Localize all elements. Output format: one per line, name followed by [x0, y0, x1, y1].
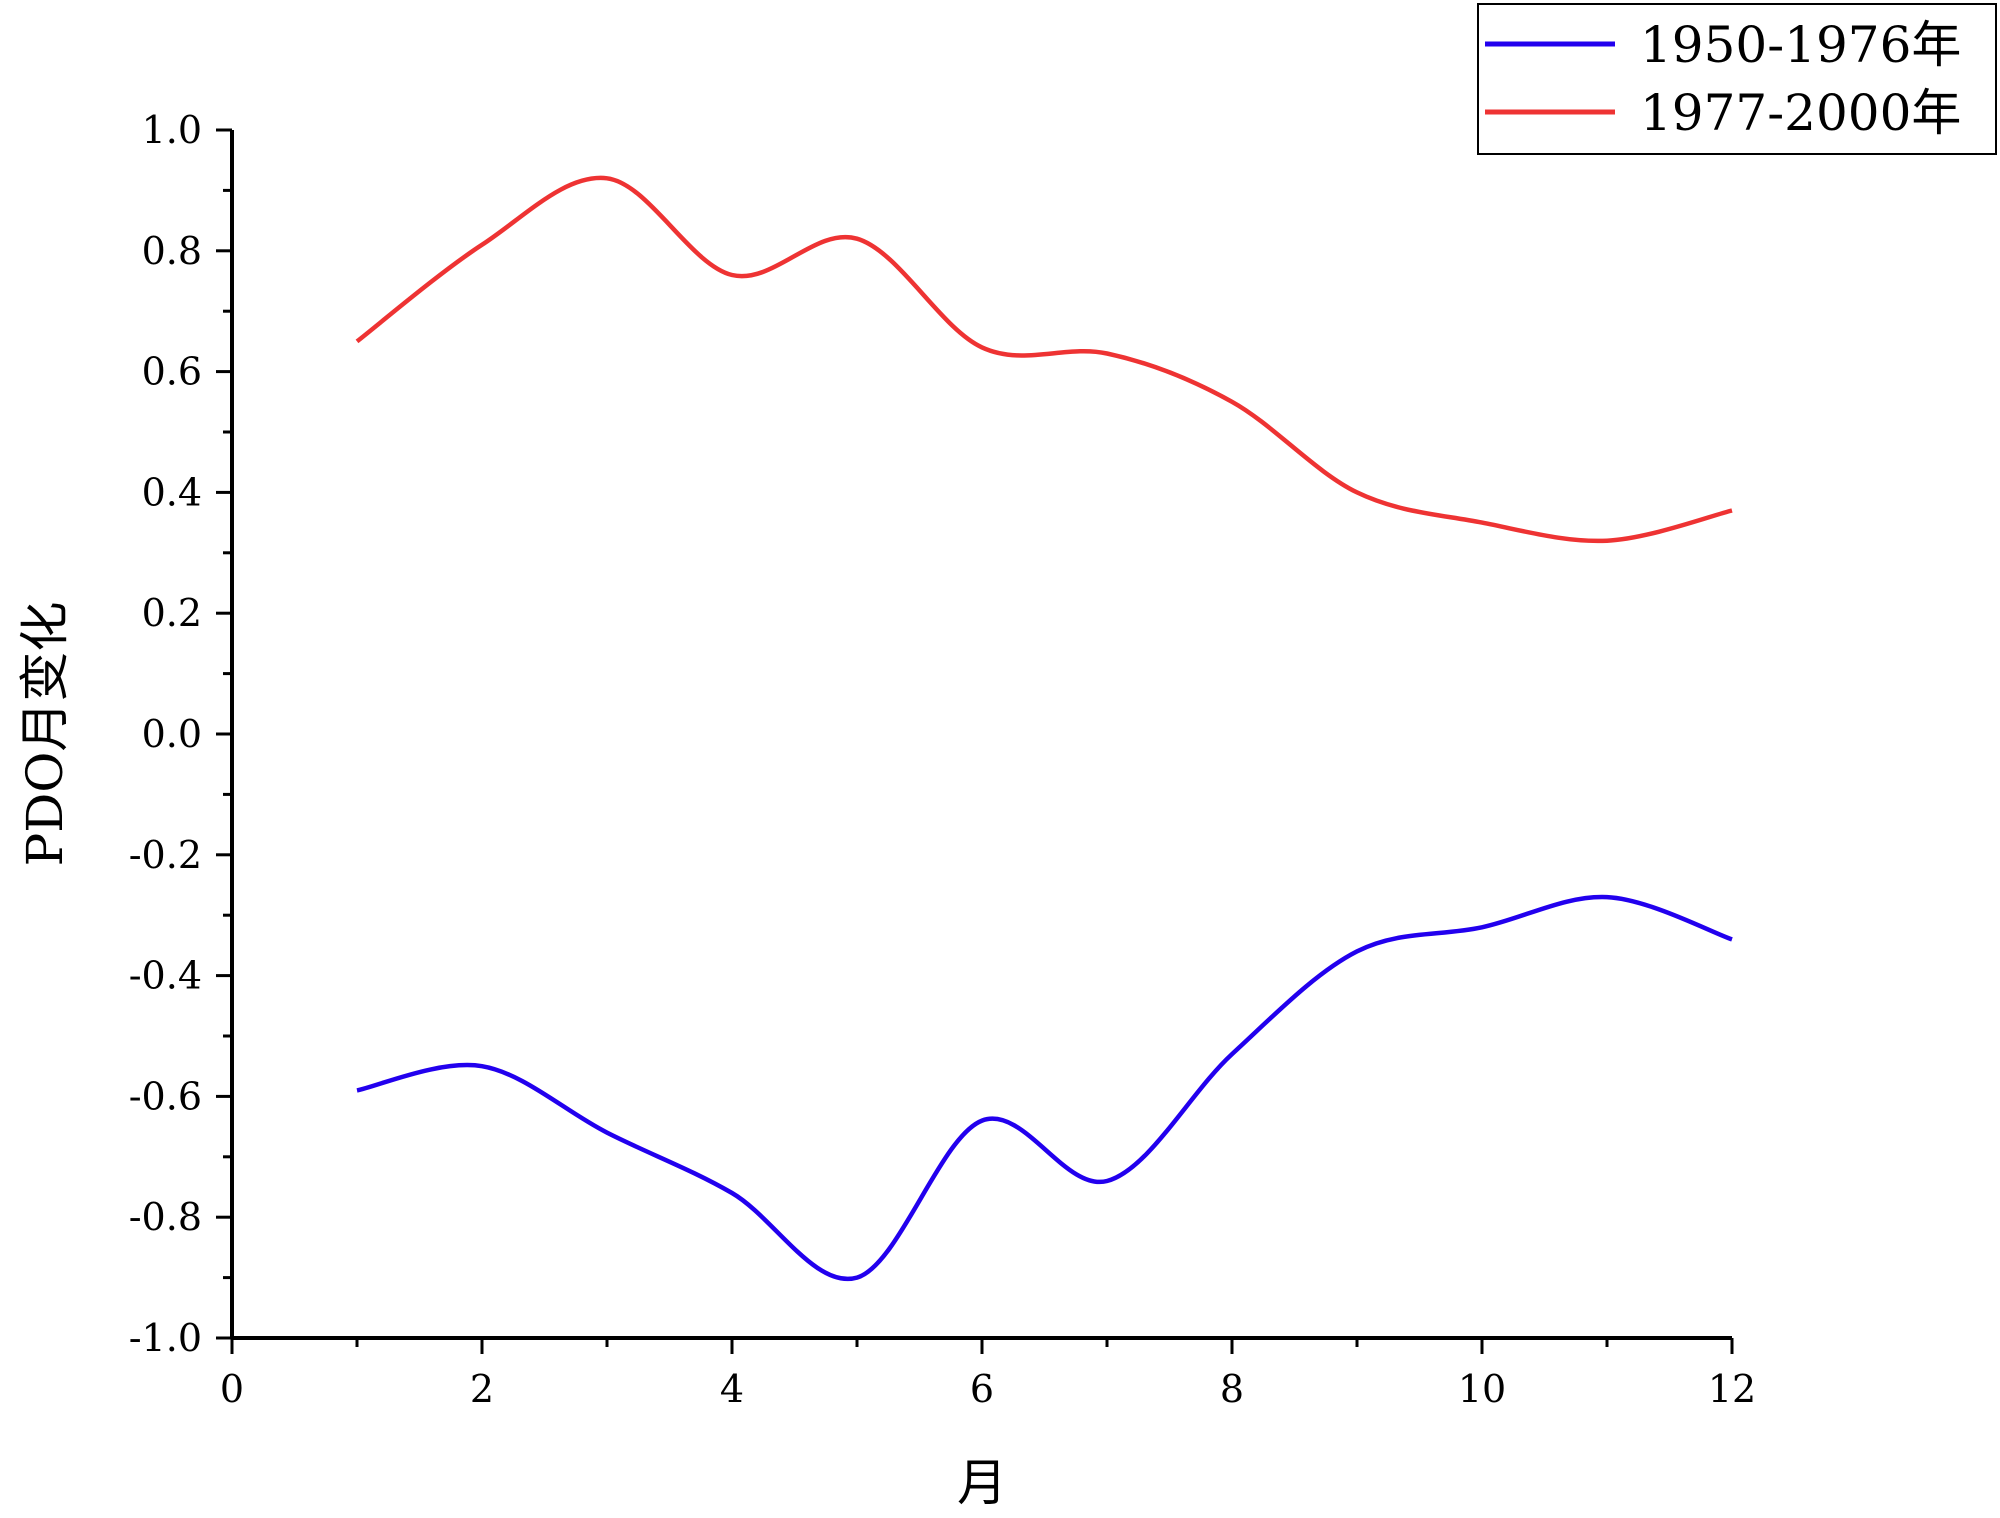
x-tick-label: 0	[220, 1367, 244, 1411]
y-tick-label: -0.2	[129, 833, 202, 877]
y-tick-label: 0.4	[142, 470, 202, 514]
y-tick-label: -0.4	[129, 954, 202, 998]
x-tick-label: 2	[470, 1367, 494, 1411]
legend: 1950-1976年 1977-2000年	[1477, 3, 1997, 155]
legend-box	[1477, 3, 1997, 155]
x-tick-label: 12	[1708, 1367, 1756, 1411]
y-tick-label: 1.0	[142, 108, 202, 152]
y-tick-label: 0.2	[142, 591, 202, 635]
x-tick-label: 10	[1458, 1367, 1506, 1411]
y-tick-label: 0.0	[142, 712, 202, 756]
axes: -1.0 -0.8 -0.6 -0.4 -0.2 0.0 0.2 0.4 0.6 0.8 1.0 0 2…	[129, 108, 1756, 1411]
x-tick-label: 6	[970, 1367, 994, 1411]
y-tick-label: -0.6	[129, 1074, 202, 1118]
x-axis-title: 月	[957, 1454, 1007, 1512]
y-axis-title: PDO月变化	[16, 602, 74, 867]
x-tick-label: 8	[1220, 1367, 1244, 1411]
series-layer	[355, 175, 1733, 1282]
y-tick-label: -1.0	[129, 1316, 202, 1360]
y-tick-label: 0.6	[142, 350, 202, 394]
series-line-1	[356, 894, 1733, 1282]
legend-label-series-1: 1950-1976年	[1640, 16, 1961, 74]
x-tick-label: 4	[720, 1367, 744, 1411]
y-tick-label: -0.8	[129, 1195, 202, 1239]
legend-label-series-2: 1977-2000年	[1640, 84, 1961, 142]
y-tick-label: 0.8	[142, 229, 202, 273]
series-line-2	[355, 175, 1733, 544]
